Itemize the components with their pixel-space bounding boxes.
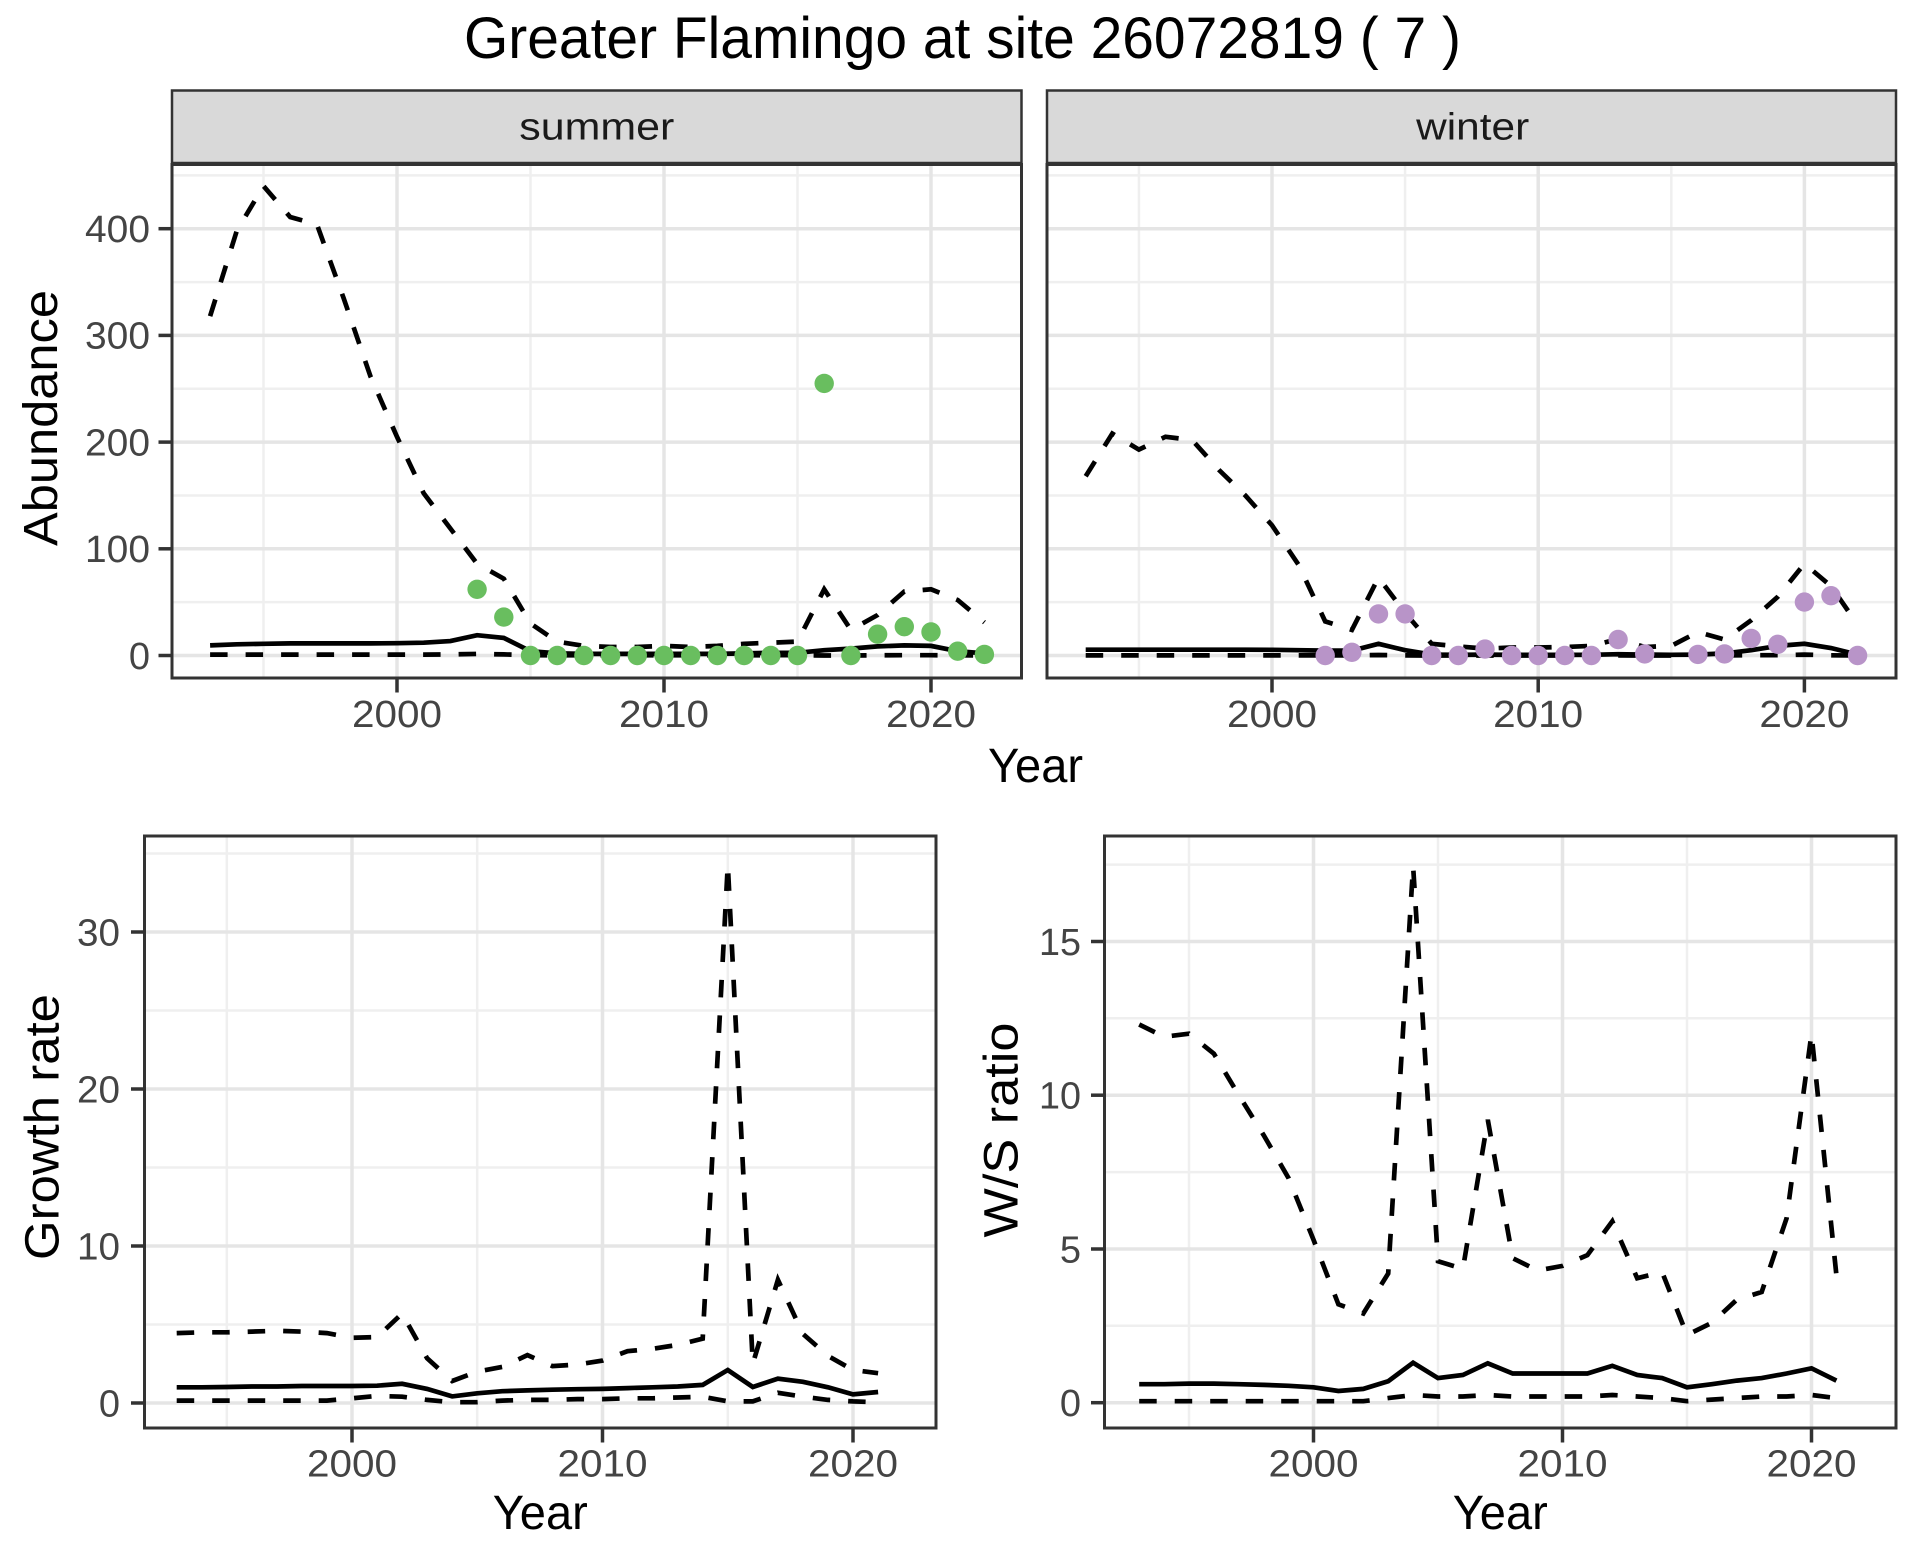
svg-text:2020: 2020 xyxy=(1767,1443,1857,1485)
svg-text:2000: 2000 xyxy=(307,1443,397,1485)
svg-text:2020: 2020 xyxy=(886,694,976,736)
svg-text:15: 15 xyxy=(1039,922,1081,964)
svg-text:2010: 2010 xyxy=(619,694,709,736)
svg-text:300: 300 xyxy=(85,316,150,358)
svg-text:2000: 2000 xyxy=(352,694,442,736)
svg-text:400: 400 xyxy=(85,209,150,251)
svg-text:Growth rate: Growth rate xyxy=(17,994,70,1260)
svg-text:5: 5 xyxy=(1060,1229,1081,1271)
svg-text:summer: summer xyxy=(519,106,674,148)
svg-text:Year: Year xyxy=(493,1487,588,1540)
svg-text:30: 30 xyxy=(77,912,120,954)
svg-text:Abundance: Abundance xyxy=(15,290,68,546)
svg-text:200: 200 xyxy=(85,422,150,464)
svg-text:10: 10 xyxy=(1039,1076,1081,1118)
svg-text:W/S ratio: W/S ratio xyxy=(976,1023,1029,1238)
svg-text:0: 0 xyxy=(1060,1383,1081,1425)
svg-text:Year: Year xyxy=(988,740,1083,793)
svg-text:winter: winter xyxy=(1415,106,1529,148)
svg-text:10: 10 xyxy=(77,1226,120,1268)
svg-text:2010: 2010 xyxy=(558,1443,648,1485)
svg-text:2010: 2010 xyxy=(1493,694,1583,736)
svg-text:2020: 2020 xyxy=(1759,694,1849,736)
svg-text:0: 0 xyxy=(99,1383,120,1425)
svg-text:Year: Year xyxy=(1453,1487,1548,1540)
svg-text:Greater Flamingo at site 26072: Greater Flamingo at site 26072819 ( 7 ) xyxy=(464,6,1461,71)
svg-text:2000: 2000 xyxy=(1269,1443,1359,1485)
svg-text:2000: 2000 xyxy=(1227,694,1317,736)
svg-text:2010: 2010 xyxy=(1518,1443,1608,1485)
svg-text:0: 0 xyxy=(129,636,150,678)
svg-text:100: 100 xyxy=(85,529,150,571)
svg-text:2020: 2020 xyxy=(808,1443,898,1485)
svg-text:20: 20 xyxy=(77,1069,120,1111)
